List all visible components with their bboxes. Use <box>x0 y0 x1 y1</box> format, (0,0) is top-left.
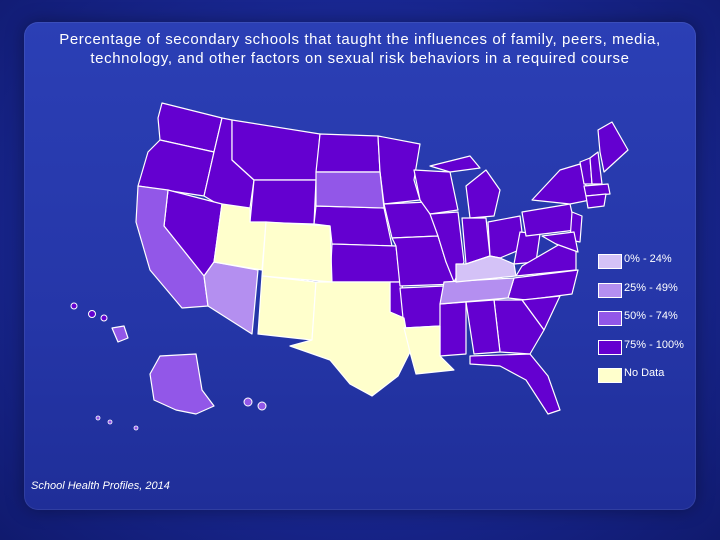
state-michigan <box>465 169 501 219</box>
state-new-hampshire <box>589 151 603 185</box>
legend-swatch <box>598 339 622 355</box>
aleutian-1 <box>243 397 253 407</box>
aleutian-2 <box>257 401 267 411</box>
source-note: School Health Profiles, 2014 <box>31 480 170 492</box>
legend-label: 50% - 74% <box>624 310 678 322</box>
state-virginia <box>515 243 577 277</box>
state-connecticut-ri <box>585 193 607 209</box>
state-florida <box>469 353 561 415</box>
legend-label: 25% - 49% <box>624 281 678 294</box>
legend-label: 0% - 24% <box>624 253 672 265</box>
state-hawaii <box>111 325 129 343</box>
aleutian-4 <box>107 419 113 425</box>
state-colorado <box>261 221 333 283</box>
legend-swatch <box>598 254 622 269</box>
state-kansas <box>329 243 401 283</box>
map-title: Percentage of secondary schools that tau… <box>59 31 661 67</box>
state-louisiana <box>403 325 455 375</box>
state-ohio <box>487 215 525 259</box>
state-arizona <box>203 261 259 335</box>
legend-swatch <box>598 282 622 298</box>
state-massachusetts <box>583 183 611 197</box>
state-alaska <box>149 353 215 415</box>
hawaii-island-2 <box>88 310 96 318</box>
state-wisconsin <box>413 169 459 215</box>
state-texas <box>289 281 411 397</box>
aleutian-5 <box>133 425 139 431</box>
state-arkansas <box>399 285 445 329</box>
state-tennessee <box>439 277 515 305</box>
legend-label: 75% - 100% <box>624 338 684 351</box>
legend-swatch <box>598 311 622 326</box>
state-alabama <box>465 299 501 355</box>
state-michigan-up <box>429 155 481 173</box>
state-north-dakota <box>315 133 381 173</box>
state-wyoming <box>249 179 317 225</box>
state-south-dakota <box>315 171 385 209</box>
hawaii-island-3 <box>100 314 108 322</box>
legend-label: No Data <box>624 367 665 379</box>
state-new-mexico <box>257 275 317 341</box>
state-maryland-delaware <box>541 231 579 253</box>
aleutian-3 <box>95 415 101 421</box>
state-mississippi <box>439 301 467 357</box>
hawaii-island-1 <box>70 302 78 310</box>
state-kentucky <box>455 255 517 283</box>
state-montana <box>231 119 321 181</box>
state-maine <box>597 121 629 173</box>
legend-swatch <box>598 368 622 383</box>
state-pennsylvania <box>521 203 577 237</box>
